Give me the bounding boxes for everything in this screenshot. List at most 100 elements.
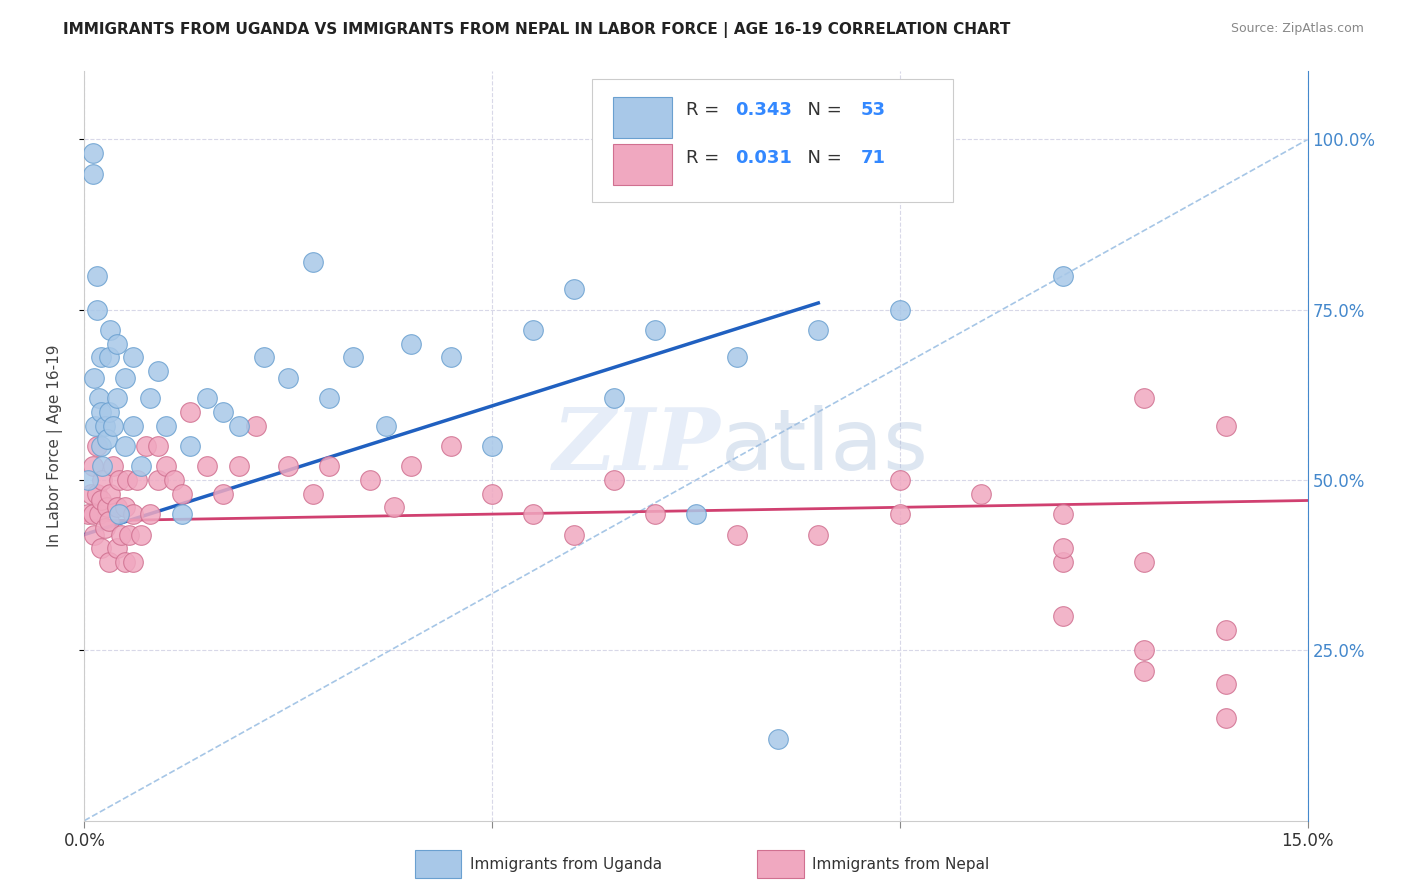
Point (97, 555, 120, 569)
Text: N =: N = (796, 149, 848, 167)
Point (97, 405, 120, 419)
Point (86, 486, 108, 500)
Point (644, 323, 666, 337)
Point (481, 486, 503, 500)
Text: R =: R = (686, 102, 725, 120)
Text: ZIP: ZIP (553, 404, 720, 488)
Point (101, 459, 124, 474)
Point (1133, 643, 1156, 657)
Point (1052, 268, 1074, 283)
Point (1133, 392, 1156, 406)
Point (277, 459, 299, 474)
Point (163, 473, 186, 487)
Point (90, 439, 112, 453)
Point (1133, 664, 1156, 678)
Point (277, 371, 299, 385)
Point (80, 486, 103, 500)
Point (122, 507, 145, 521)
FancyBboxPatch shape (592, 78, 953, 202)
Point (375, 418, 398, 433)
Text: Immigrants from Nepal: Immigrants from Nepal (813, 856, 990, 871)
Point (179, 439, 201, 453)
Point (766, 731, 789, 746)
Point (318, 392, 340, 406)
Point (91, 473, 114, 487)
Point (725, 351, 748, 365)
Point (82, 167, 104, 181)
Point (301, 255, 323, 269)
Point (1215, 418, 1237, 433)
Point (105, 500, 128, 515)
FancyBboxPatch shape (613, 144, 672, 186)
Text: 0.343: 0.343 (735, 102, 792, 120)
Y-axis label: In Labor Force | Age 16-19: In Labor Force | Age 16-19 (46, 344, 63, 548)
Point (889, 302, 911, 317)
Point (90, 351, 112, 365)
Point (481, 439, 503, 453)
Point (212, 486, 235, 500)
Point (131, 459, 153, 474)
Text: 53: 53 (860, 102, 886, 120)
Point (122, 418, 145, 433)
Point (105, 336, 128, 351)
Text: R =: R = (686, 149, 725, 167)
Point (889, 473, 911, 487)
Point (253, 351, 276, 365)
Point (359, 473, 381, 487)
Text: 71: 71 (860, 149, 886, 167)
FancyBboxPatch shape (758, 850, 804, 879)
Point (90, 493, 112, 508)
Point (212, 405, 235, 419)
Point (122, 555, 145, 569)
Point (1052, 507, 1074, 521)
Point (245, 418, 267, 433)
Point (122, 351, 145, 365)
Point (91, 459, 114, 474)
Point (97, 351, 120, 365)
Point (107, 507, 129, 521)
Point (179, 405, 201, 419)
Text: Source: ZipAtlas.com: Source: ZipAtlas.com (1230, 22, 1364, 36)
Point (228, 418, 250, 433)
Point (1052, 609, 1074, 624)
Point (725, 527, 748, 541)
Text: Immigrants from Uganda: Immigrants from Uganda (470, 856, 662, 871)
Point (83, 371, 105, 385)
Point (90, 541, 112, 556)
Point (807, 527, 830, 541)
FancyBboxPatch shape (613, 97, 672, 138)
Point (82, 459, 104, 474)
Point (970, 486, 993, 500)
Point (172, 507, 194, 521)
Point (107, 473, 129, 487)
Point (93, 418, 115, 433)
Point (96, 432, 118, 446)
Point (138, 392, 160, 406)
Point (131, 527, 153, 541)
Point (135, 439, 157, 453)
Point (138, 507, 160, 521)
Point (562, 527, 585, 541)
Point (228, 459, 250, 474)
Point (440, 351, 463, 365)
Point (86, 439, 108, 453)
Point (172, 486, 194, 500)
Point (440, 439, 463, 453)
Point (86, 302, 108, 317)
Point (93, 521, 115, 535)
Point (115, 473, 138, 487)
Point (562, 282, 585, 296)
Text: 0.031: 0.031 (735, 149, 792, 167)
Point (603, 392, 626, 406)
Point (195, 459, 218, 474)
Point (127, 473, 149, 487)
Point (318, 459, 340, 474)
Point (83, 527, 105, 541)
Point (114, 500, 136, 515)
Point (1052, 555, 1074, 569)
Point (1133, 555, 1156, 569)
Point (105, 541, 128, 556)
Text: IMMIGRANTS FROM UGANDA VS IMMIGRANTS FROM NEPAL IN LABOR FORCE | AGE 16-19 CORRE: IMMIGRANTS FROM UGANDA VS IMMIGRANTS FRO… (63, 22, 1011, 38)
Point (1052, 541, 1074, 556)
Point (114, 371, 136, 385)
